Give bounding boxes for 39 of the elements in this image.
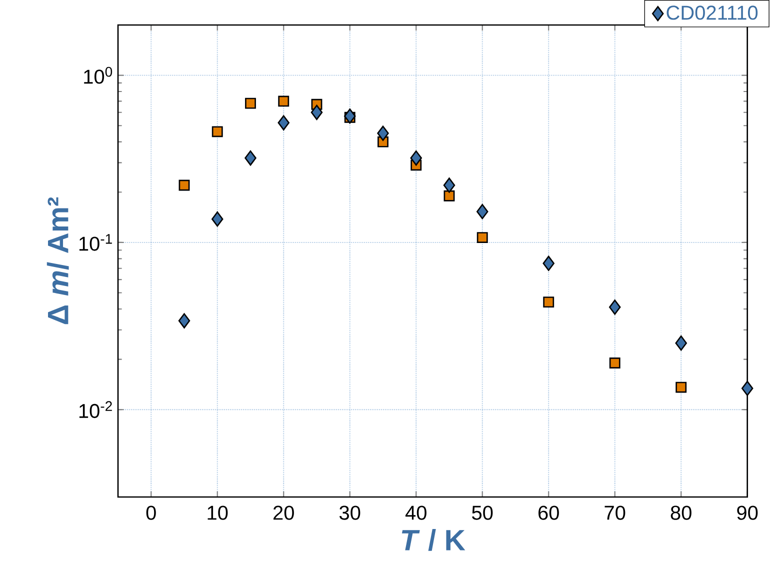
point	[476, 204, 488, 220]
point	[344, 108, 356, 124]
point	[543, 296, 554, 308]
point	[278, 96, 290, 107]
x-tick-label: 20	[274, 506, 294, 520]
point	[245, 98, 256, 109]
x-tick-label: 50	[472, 506, 493, 520]
x-tick-label: 40	[405, 506, 426, 520]
point	[444, 190, 455, 202]
point	[244, 150, 256, 166]
point	[178, 180, 190, 191]
point	[676, 382, 687, 393]
legend-label: CD021110	[666, 6, 758, 20]
x-tick-label: 70	[604, 506, 626, 520]
y-tick-label: 10$^{0}$	[84, 66, 112, 84]
point	[178, 313, 190, 328]
point	[675, 335, 687, 351]
y-tick-label: 10$^{-2}$	[79, 401, 112, 418]
x-tick-label: 10	[208, 506, 228, 520]
point	[476, 232, 488, 244]
x-axis-title: T / K	[402, 529, 466, 551]
point	[212, 126, 223, 138]
y-tick-label: 10$^{-1}$	[79, 234, 112, 251]
x-tick-label: 30	[339, 506, 360, 520]
point	[278, 115, 290, 130]
x-tick-label: 60	[538, 506, 559, 520]
y-axis-title: Δ m/ Am²	[46, 197, 69, 324]
point	[310, 104, 323, 120]
point	[212, 211, 224, 227]
point	[609, 358, 620, 368]
point	[741, 380, 754, 396]
x-tick-label: 90	[737, 506, 758, 520]
x-tick-label: 0	[146, 506, 156, 520]
point	[443, 178, 456, 193]
point	[608, 300, 621, 315]
x-tick-label: 80	[670, 506, 692, 520]
point	[542, 256, 554, 271]
point	[410, 150, 422, 166]
point	[377, 126, 389, 141]
